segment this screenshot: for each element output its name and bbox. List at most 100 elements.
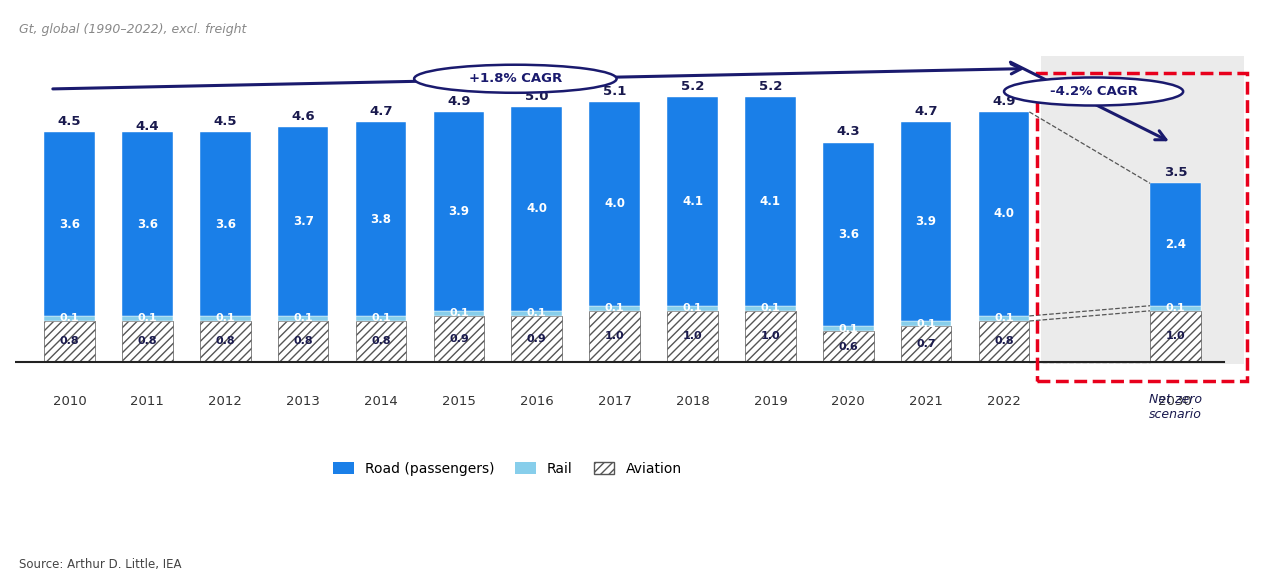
- Bar: [44, 133, 95, 316]
- Text: 0.9: 0.9: [449, 334, 468, 344]
- Text: 4.0: 4.0: [993, 207, 1015, 220]
- Bar: [199, 316, 251, 321]
- Text: Net zero
scenario: Net zero scenario: [1148, 393, 1201, 421]
- Bar: [745, 306, 796, 311]
- Bar: [745, 96, 796, 306]
- Text: 3.6: 3.6: [215, 218, 236, 231]
- Bar: [668, 96, 718, 306]
- Bar: [745, 311, 796, 362]
- Bar: [668, 306, 718, 311]
- Bar: [356, 321, 406, 362]
- Bar: [979, 112, 1030, 316]
- Text: 0.1: 0.1: [994, 313, 1013, 324]
- Text: 1.0: 1.0: [761, 331, 780, 342]
- Bar: [823, 142, 873, 326]
- Text: 0.8: 0.8: [994, 336, 1013, 347]
- Bar: [278, 316, 328, 321]
- Text: 0.7: 0.7: [916, 339, 936, 349]
- Text: 0.8: 0.8: [59, 336, 80, 347]
- Text: 0.1: 0.1: [838, 324, 858, 333]
- Bar: [434, 311, 485, 316]
- Text: 3.7: 3.7: [293, 215, 313, 228]
- Text: 4.1: 4.1: [760, 195, 781, 208]
- Ellipse shape: [414, 65, 617, 93]
- Text: -4.2% CAGR: -4.2% CAGR: [1050, 85, 1137, 98]
- Bar: [901, 122, 952, 321]
- Text: 0.8: 0.8: [371, 336, 391, 347]
- Text: 4.9: 4.9: [992, 95, 1016, 108]
- Bar: [1150, 311, 1200, 362]
- Bar: [511, 107, 562, 311]
- Text: 4.6: 4.6: [292, 110, 316, 123]
- Text: 0.1: 0.1: [1166, 303, 1185, 313]
- Text: 5.1: 5.1: [603, 84, 626, 98]
- Text: 5.0: 5.0: [525, 90, 549, 103]
- Text: +1.8% CAGR: +1.8% CAGR: [468, 72, 562, 86]
- Text: 0.6: 0.6: [838, 342, 858, 351]
- Bar: [589, 311, 640, 362]
- Bar: [511, 311, 562, 316]
- Bar: [589, 306, 640, 311]
- Text: 4.5: 4.5: [213, 115, 237, 128]
- Bar: [356, 316, 406, 321]
- Text: 0.1: 0.1: [138, 313, 158, 324]
- Bar: [199, 321, 251, 362]
- Text: 0.1: 0.1: [293, 313, 313, 324]
- Bar: [823, 326, 873, 331]
- Bar: [278, 321, 328, 362]
- Text: 5.2: 5.2: [758, 80, 782, 92]
- Text: 3.5: 3.5: [1164, 166, 1188, 179]
- Bar: [589, 102, 640, 306]
- Text: Gt, global (1990–2022), excl. freight: Gt, global (1990–2022), excl. freight: [19, 22, 246, 36]
- Text: 4.4: 4.4: [135, 121, 159, 133]
- Text: 0.1: 0.1: [449, 308, 468, 319]
- Text: 0.9: 0.9: [528, 334, 546, 344]
- Bar: [511, 316, 562, 362]
- Text: 2.4: 2.4: [1165, 238, 1186, 251]
- Text: 3.9: 3.9: [448, 205, 469, 218]
- Text: 0.8: 0.8: [216, 336, 235, 347]
- Text: 3.9: 3.9: [916, 215, 936, 228]
- Text: 4.9: 4.9: [447, 95, 471, 108]
- Text: 0.1: 0.1: [216, 313, 235, 324]
- Bar: [122, 321, 173, 362]
- Text: 0.1: 0.1: [371, 313, 391, 324]
- Bar: [434, 112, 485, 311]
- Text: 3.6: 3.6: [838, 228, 858, 241]
- Bar: [1150, 183, 1200, 306]
- Bar: [979, 321, 1030, 362]
- Bar: [668, 311, 718, 362]
- Bar: [44, 321, 95, 362]
- Text: 0.1: 0.1: [761, 303, 780, 313]
- Text: 4.0: 4.0: [526, 202, 548, 215]
- Bar: [199, 133, 251, 316]
- Text: 5.2: 5.2: [680, 80, 704, 92]
- Text: 1.0: 1.0: [1166, 331, 1185, 342]
- Text: 4.1: 4.1: [681, 195, 703, 208]
- Ellipse shape: [1005, 77, 1184, 106]
- Bar: [1150, 306, 1200, 311]
- Bar: [901, 321, 952, 326]
- Text: 4.7: 4.7: [915, 105, 938, 118]
- Text: 0.8: 0.8: [138, 336, 158, 347]
- Text: 3.8: 3.8: [371, 212, 391, 226]
- Bar: [1037, 73, 1247, 381]
- Bar: [44, 316, 95, 321]
- Bar: [1041, 56, 1243, 364]
- Text: 4.5: 4.5: [58, 115, 81, 128]
- Bar: [901, 326, 952, 362]
- Text: 0.1: 0.1: [916, 319, 936, 328]
- Text: Source: Arthur D. Little, IEA: Source: Arthur D. Little, IEA: [19, 559, 182, 571]
- Text: 1.0: 1.0: [683, 331, 703, 342]
- Bar: [122, 316, 173, 321]
- Text: 0.1: 0.1: [683, 303, 703, 313]
- Text: 0.1: 0.1: [59, 313, 80, 324]
- Bar: [823, 331, 873, 362]
- Text: 3.6: 3.6: [59, 218, 80, 231]
- Text: 4.7: 4.7: [370, 105, 392, 118]
- Bar: [434, 316, 485, 362]
- Bar: [979, 316, 1030, 321]
- Text: 4.0: 4.0: [604, 197, 625, 210]
- Text: 0.8: 0.8: [293, 336, 313, 347]
- Bar: [122, 133, 173, 316]
